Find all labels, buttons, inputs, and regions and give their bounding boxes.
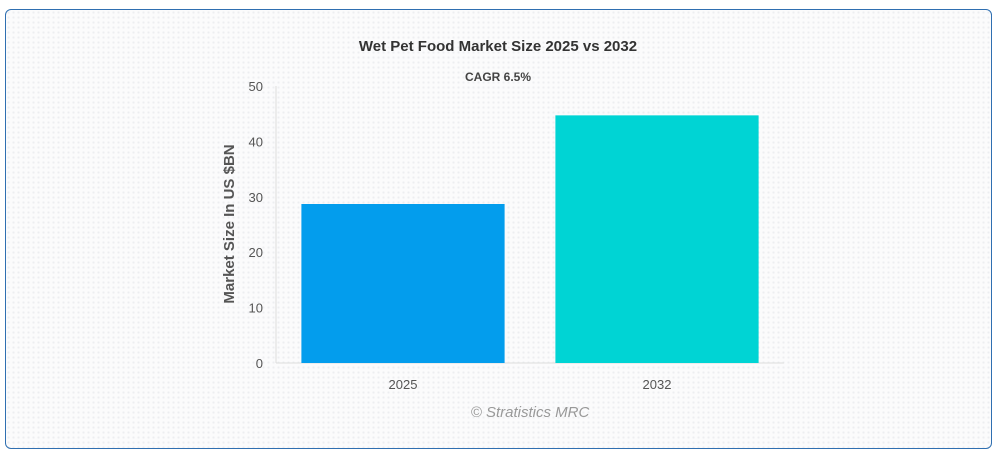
chart-title: Wet Pet Food Market Size 2025 vs 2032 — [359, 38, 637, 55]
y-tick-label: 20 — [249, 245, 263, 260]
bars — [301, 115, 759, 363]
y-axis-label: Market Size In US $BN — [221, 144, 238, 303]
y-tick-label: 30 — [249, 190, 263, 205]
x-tick-label: 2032 — [643, 377, 672, 392]
watermark: © Stratistics MRC — [471, 404, 590, 421]
y-tick-label: 40 — [249, 134, 263, 149]
y-axis-ticks: 0 10 20 30 40 50 — [249, 79, 263, 371]
x-tick-label: 2025 — [389, 377, 418, 392]
y-tick-label: 0 — [256, 356, 263, 371]
bar-2025[interactable] — [301, 204, 505, 363]
y-tick-label: 50 — [249, 79, 263, 94]
bar-2032[interactable] — [555, 115, 759, 363]
chart-subtitle: CAGR 6.5% — [465, 70, 531, 84]
y-tick-label: 10 — [249, 301, 263, 316]
x-axis-ticks: 2025 2032 — [389, 377, 672, 392]
